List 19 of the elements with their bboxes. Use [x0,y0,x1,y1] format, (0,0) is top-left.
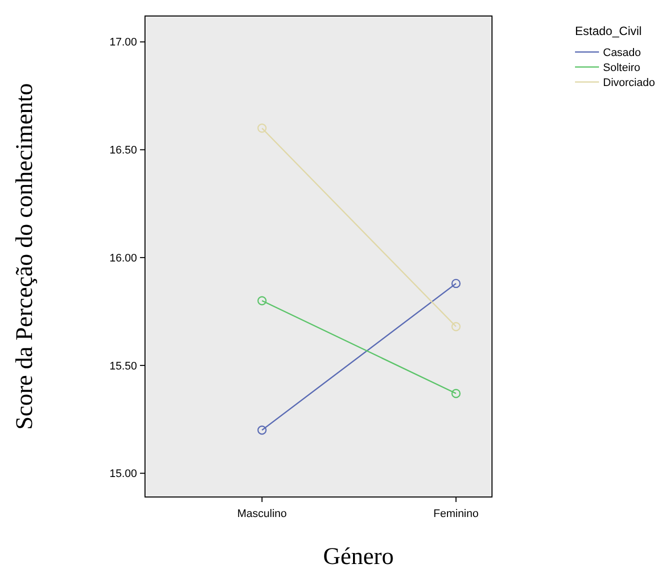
legend-title: Estado_Civil [575,24,642,38]
point [257,296,267,306]
x-axis-title: Género [323,544,394,570]
x-tick-label: Feminino [433,508,479,520]
y-tick-label: 15.00 [109,468,137,480]
y-tick-label: 17.00 [109,36,137,49]
x-tick-label: Masculino [237,508,287,520]
y-tick-label: 16.50 [109,144,137,157]
point [451,278,461,288]
y-tick-label: 16.00 [109,252,137,264]
point [451,388,461,398]
y-tick-label: 15.50 [109,360,137,372]
legend-label: Solteiro [603,62,640,74]
point [257,426,267,435]
legend-label: Casado [603,46,641,59]
y-axis-title: Score da Perceção do conhecimento [12,83,38,430]
point [257,124,267,133]
point [451,322,461,332]
legend-label: Divorciado [603,76,655,89]
